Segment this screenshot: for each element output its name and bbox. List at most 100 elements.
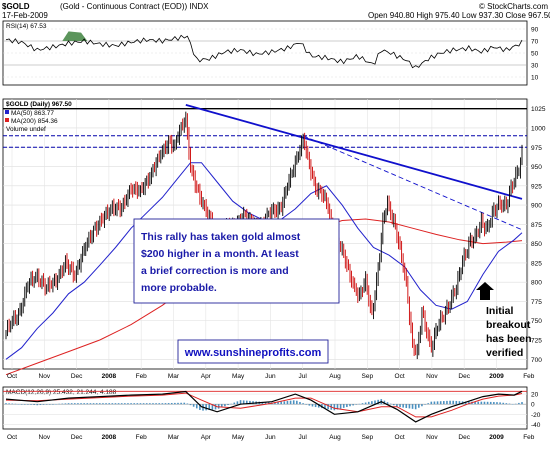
- macd-histogram-bar: [45, 404, 48, 405]
- macd-histogram-bar: [383, 400, 386, 405]
- x-axis-label: Nov: [39, 434, 51, 441]
- legend-gold: $GOLD (Daily) 967.50: [6, 101, 72, 108]
- x-axis-label: Feb: [523, 373, 535, 380]
- x-axis-label: Apr: [201, 434, 212, 441]
- macd-histogram-bar: [139, 403, 142, 405]
- legend-swatch-ma50: [5, 110, 9, 114]
- macd-histogram-bar: [20, 404, 23, 405]
- price-tick-label: 950: [531, 164, 542, 171]
- macd-histogram-bar: [389, 403, 392, 405]
- macd-histogram-bar: [405, 404, 408, 408]
- x-axis-label: Dec: [71, 373, 83, 380]
- macd-histogram-bar: [133, 403, 136, 405]
- macd-histogram-bar: [352, 404, 354, 406]
- macd-histogram-bar: [158, 403, 161, 405]
- macd-histogram-bar: [149, 403, 151, 405]
- macd-histogram-bar: [58, 403, 60, 405]
- macd-histogram-bar: [358, 403, 361, 405]
- macd-histogram-bar: [61, 403, 64, 405]
- macd-histogram-bar: [189, 404, 192, 406]
- macd-histogram-bar: [367, 401, 370, 405]
- macd-histogram-bar: [42, 404, 45, 405]
- x-axis-label: 2008: [102, 373, 117, 380]
- macd-histogram-bar: [399, 404, 401, 408]
- macd-histogram-bar: [508, 403, 511, 405]
- macd-histogram-bar: [27, 404, 29, 405]
- macd-histogram-bar: [114, 403, 117, 405]
- price-panel: 700 725 750 775 800 825 850 875 900 925 950 975 1000…: [2, 98, 546, 376]
- x-axis-label: Dec: [458, 434, 470, 441]
- macd-histogram-bar: [130, 403, 132, 405]
- x-axis-label: Mar: [168, 373, 180, 380]
- macd-histogram-bar: [430, 401, 433, 405]
- macd-histogram-bar: [455, 400, 458, 405]
- price-tick-label: 875: [531, 222, 542, 229]
- x-axis-label: Apr: [201, 373, 212, 380]
- macd-tick-label: -20: [531, 412, 541, 419]
- macd-histogram-bar: [80, 403, 82, 405]
- macd-histogram-bar: [317, 404, 320, 408]
- macd-histogram-bar: [99, 403, 101, 405]
- annotation-line-3: a brief correction is more and: [141, 265, 289, 277]
- rsi-tick-label: 90: [531, 27, 539, 34]
- macd-histogram-bar: [11, 403, 14, 405]
- macd-histogram-bar: [302, 403, 304, 405]
- chart-header: $GOLD (Gold - Continuous Contract (EOD))…: [2, 2, 550, 20]
- x-axis-label: Aug: [329, 373, 341, 380]
- macd-histogram-bar: [142, 403, 145, 405]
- ohlc-readout: Open 940.80 High 975.40 Low 937.30 Close…: [368, 11, 550, 20]
- macd-histogram-bar: [52, 404, 54, 405]
- chart-date: 17-Feb-2009: [2, 11, 48, 20]
- macd-histogram-bar: [396, 404, 398, 407]
- macd-histogram-bar: [418, 404, 420, 408]
- macd-histogram-bar: [280, 401, 282, 405]
- rsi-panel: RSI(14) 67.53 10 30 50 70 90: [2, 20, 539, 86]
- macd-histogram-bar: [392, 404, 395, 406]
- macd-histogram-bar: [346, 404, 348, 408]
- instrument-name: (Gold - Continuous Contract (EOD)) INDX: [60, 2, 209, 11]
- macd-histogram-bar: [233, 402, 236, 405]
- url-box: [177, 339, 329, 364]
- macd-histogram-bar: [493, 402, 495, 405]
- macd-histogram-bar: [511, 403, 514, 405]
- price-tick-label: 775: [531, 299, 542, 306]
- macd-histogram-bar: [205, 404, 207, 411]
- macd-histogram-bar: [464, 401, 467, 405]
- macd-histogram-bar: [227, 404, 229, 406]
- macd-histogram-bar: [111, 403, 114, 405]
- macd-histogram-bar: [127, 403, 129, 405]
- rsi-tick-label: 10: [531, 75, 539, 82]
- macd-histogram-bar: [83, 403, 85, 405]
- macd-histogram-bar: [74, 403, 76, 405]
- rsi-overbought-fill: [62, 31, 88, 41]
- macd-histogram-bar: [167, 403, 170, 405]
- macd-histogram-bar: [364, 402, 367, 405]
- macd-histogram-bar: [274, 402, 276, 405]
- macd-histogram-bar: [371, 401, 373, 405]
- macd-histogram-bar: [277, 402, 279, 405]
- annotation-line-1: This rally has taken gold almost: [141, 231, 301, 243]
- macd-histogram-bar: [502, 402, 505, 405]
- macd-histogram-bar: [55, 403, 57, 405]
- rsi-tick-label: 50: [531, 51, 539, 58]
- macd-histogram-bar: [124, 403, 126, 405]
- macd-signal-line: [5, 392, 523, 418]
- macd-histogram-bar: [314, 404, 317, 408]
- x-axis-label: Dec: [71, 434, 83, 441]
- macd-histogram-bar: [333, 404, 336, 411]
- x-axis-label: Nov: [426, 434, 438, 441]
- macd-histogram-bar: [449, 400, 451, 405]
- macd-histogram-bar: [211, 404, 214, 410]
- macd-histogram-bar: [433, 401, 436, 405]
- price-tick-label: 850: [531, 241, 542, 248]
- macd-histogram-bar: [361, 403, 364, 405]
- macd-histogram-bar: [414, 404, 417, 410]
- price-legend: $GOLD (Daily) 967.50 MA(50) 863.77 MA(20…: [5, 101, 72, 133]
- macd-histogram-bar: [349, 404, 351, 407]
- x-axis-label: Feb: [136, 434, 148, 441]
- macd-histogram-bar: [305, 404, 308, 405]
- macd-histogram-bar: [174, 402, 176, 405]
- macd-histogram-bar: [145, 403, 148, 405]
- downtrend-line: [185, 103, 523, 200]
